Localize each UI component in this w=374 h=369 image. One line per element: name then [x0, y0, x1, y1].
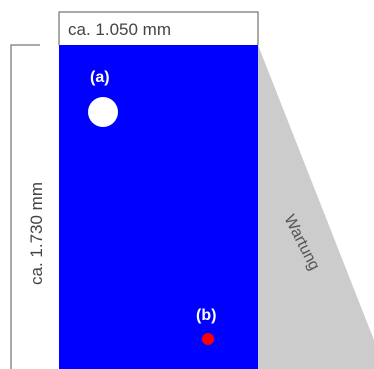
marker-a-label: (a): [90, 69, 110, 86]
width-dimension-label: ca. 1.050 mm: [68, 20, 171, 39]
width-dimension-line: [58, 11, 259, 45]
marker-a-circle: [88, 97, 118, 127]
maintenance-area: [258, 45, 374, 369]
cabinet-body: [59, 45, 258, 369]
height-dimension-line: [10, 44, 40, 369]
height-dimension-label: ca. 1.730 mm: [27, 182, 46, 285]
marker-b-dot: [202, 333, 214, 345]
marker-b-label: (b): [196, 307, 216, 324]
